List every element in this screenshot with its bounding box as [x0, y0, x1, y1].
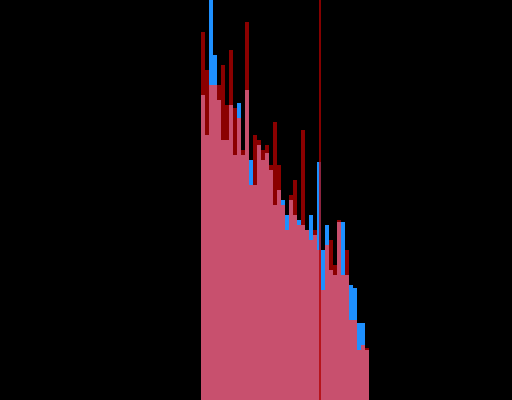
bar-overlap — [253, 185, 257, 400]
bar-overlap — [209, 85, 213, 400]
bar-overlap — [365, 350, 369, 400]
bar-overlap — [341, 275, 345, 400]
bar-overlap — [293, 215, 297, 400]
bar-overlap — [241, 155, 245, 400]
bar-overlap — [221, 140, 225, 400]
bar-overlap — [277, 190, 281, 400]
bar-overlap — [333, 275, 337, 400]
bar-overlap — [285, 230, 289, 400]
bar-overlap — [213, 85, 217, 400]
bar-overlap — [305, 230, 309, 400]
bar-overlap — [217, 100, 221, 400]
bar-overlap — [337, 222, 341, 400]
bar-overlap — [317, 250, 321, 400]
bar-overlap — [297, 225, 301, 400]
bar-overlap — [289, 200, 293, 400]
bar-overlap — [233, 155, 237, 400]
bar-overlap — [361, 345, 365, 400]
bar-overlap — [345, 275, 349, 400]
bar-overlap — [265, 153, 269, 400]
bar-overlap — [309, 240, 313, 400]
bar-overlap — [257, 145, 261, 400]
bar-overlap — [261, 160, 265, 400]
bar-overlap — [229, 105, 233, 400]
bar-overlap — [205, 135, 209, 400]
bar-overlap — [225, 140, 229, 400]
bar-overlap — [269, 170, 273, 400]
bar-overlap — [349, 320, 353, 400]
bar-overlap — [329, 270, 333, 400]
bar-overlap — [245, 90, 249, 400]
bar-overlap — [201, 95, 205, 400]
bar-overlap — [249, 185, 253, 400]
bar-overlap — [321, 290, 325, 400]
bar-overlap — [353, 320, 357, 400]
bar-overlap — [357, 350, 361, 400]
bar-overlap — [273, 205, 277, 400]
bar-overlap — [281, 205, 285, 400]
bar-overlap — [325, 245, 329, 400]
bar-overlap — [237, 118, 241, 400]
bar-overlap — [301, 225, 305, 400]
bar-overlap — [313, 235, 317, 400]
